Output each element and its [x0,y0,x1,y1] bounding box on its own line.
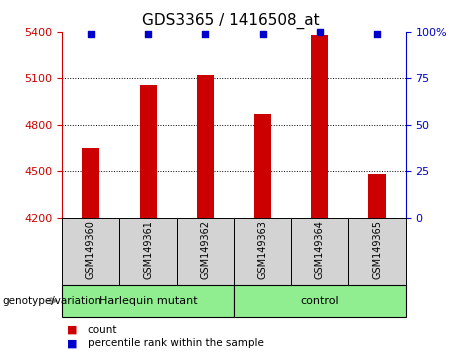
Bar [234,218,291,285]
Text: ■: ■ [67,338,77,348]
Text: count: count [88,325,117,335]
Point [201,31,209,36]
Bar [291,218,349,285]
Text: GSM149362: GSM149362 [201,220,210,279]
Bar [368,175,386,218]
Text: Harlequin mutant: Harlequin mutant [99,296,197,306]
Bar [311,35,328,218]
Bar [82,148,100,218]
Point [259,31,266,36]
Bar [254,114,271,218]
Text: genotype/variation: genotype/variation [2,296,101,306]
Text: GSM149364: GSM149364 [315,220,325,279]
Bar [197,75,214,218]
Point [87,31,95,36]
Point [316,29,324,35]
Bar [177,218,234,285]
Text: GSM149361: GSM149361 [143,220,153,279]
Text: percentile rank within the sample: percentile rank within the sample [88,338,264,348]
Point [144,31,152,36]
Text: ■: ■ [67,325,77,335]
Text: GSM149360: GSM149360 [86,220,96,279]
Bar [349,218,406,285]
Text: GSM149363: GSM149363 [258,220,267,279]
Text: GSM149365: GSM149365 [372,220,382,279]
Text: control: control [301,296,339,306]
Bar [234,285,406,317]
Bar [119,218,177,285]
Bar [140,85,157,218]
Point [373,31,381,36]
Bar [62,285,234,317]
Bar [62,218,119,285]
Text: GDS3365 / 1416508_at: GDS3365 / 1416508_at [142,12,319,29]
